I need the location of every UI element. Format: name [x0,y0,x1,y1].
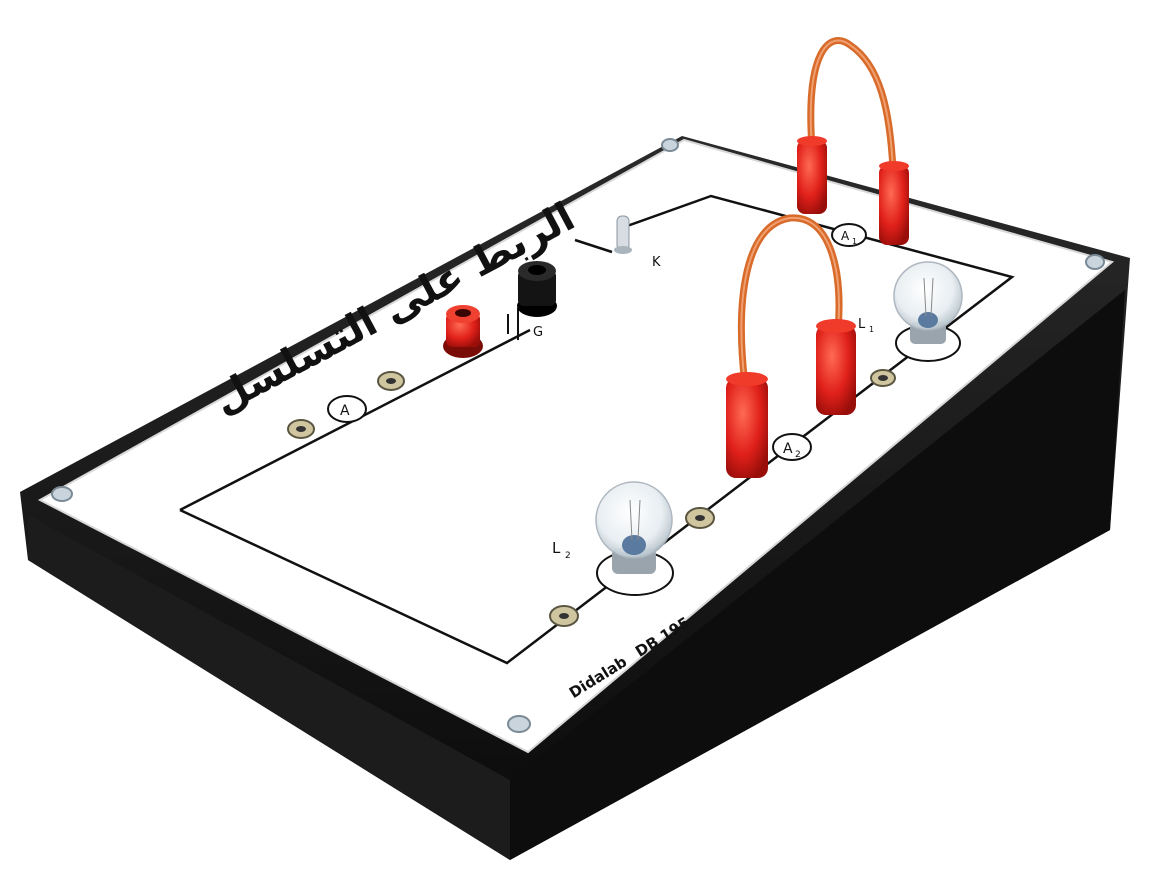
jumper-cable-a2[interactable] [726,214,856,478]
ammeter-a2: A 2 [772,433,812,461]
svg-text:A: A [783,441,793,457]
jumper-cable-a1[interactable] [797,37,909,245]
lamp-l1: L 1 [858,261,963,362]
screw-icon [51,486,73,502]
corner-screws [51,138,1105,733]
screw-icon [661,138,679,152]
svg-text:L: L [552,539,561,557]
lamp-l2: L 2 [552,481,674,596]
ammeter-a: A [327,395,367,423]
svg-text:1: 1 [852,237,857,246]
svg-text:1: 1 [869,325,874,334]
svg-text:L: L [858,317,866,332]
switch-label: K [652,255,661,270]
white-panel [37,138,1115,754]
svg-text:A: A [340,403,350,419]
generator-label: G [533,325,543,340]
generator-g: G [507,308,543,340]
screw-icon [1085,254,1105,270]
socket-holes [296,375,888,619]
terminal-red[interactable] [443,305,483,358]
svg-text:2: 2 [795,450,801,460]
switch-k[interactable]: K [574,215,661,270]
screw-icon [507,715,531,733]
terminal-black[interactable] [517,261,557,317]
svg-text:2: 2 [565,551,571,561]
ammeter-a1: A 1 [831,223,867,247]
svg-text:A: A [841,229,850,243]
